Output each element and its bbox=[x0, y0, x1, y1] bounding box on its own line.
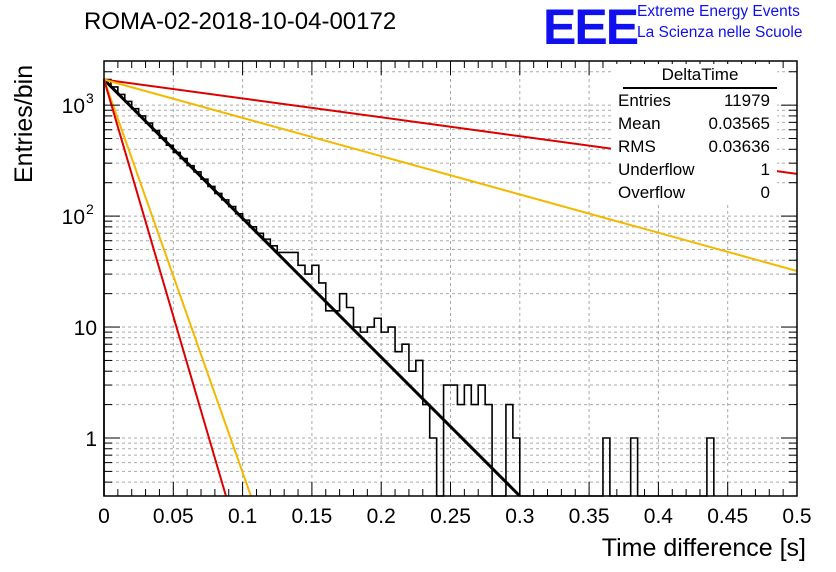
y-tick-label: 10 bbox=[62, 206, 85, 229]
stats-label: Mean bbox=[618, 114, 661, 133]
stats-value: 1 bbox=[760, 160, 770, 179]
y-tick-label: 10 bbox=[74, 317, 97, 340]
stats-label: Underflow bbox=[618, 160, 695, 179]
stats-row-overflow: Overflow 0 bbox=[611, 181, 777, 204]
series-red-lower bbox=[104, 79, 227, 496]
y-axis-label-box: Entries/bin bbox=[7, 65, 47, 188]
x-tick-labels: 0 0.05 0.1 0.15 0.2 0.25 0.3 0.35 0.4 0.45 0.5 bbox=[98, 505, 811, 528]
stats-value: 0.03565 bbox=[708, 114, 770, 133]
stats-row-mean: Mean 0.03565 bbox=[611, 112, 777, 135]
stats-row-rms: RMS 0.03636 bbox=[611, 135, 777, 158]
stats-title: DeltaTime bbox=[623, 64, 777, 89]
stats-value: 0.03636 bbox=[708, 137, 770, 156]
x-tick-label: 0.45 bbox=[707, 505, 748, 528]
series-orange-upper bbox=[104, 78, 797, 272]
run-title: ROMA-02-2018-10-04-00172 bbox=[84, 8, 397, 35]
y-tick-label: 1 bbox=[85, 428, 97, 451]
series-orange-lower bbox=[104, 79, 252, 496]
x-tick-label: 0.4 bbox=[644, 505, 674, 528]
stats-label: RMS bbox=[618, 137, 656, 156]
x-tick-label: 0.5 bbox=[782, 505, 811, 528]
stats-value: 11979 bbox=[723, 91, 770, 110]
y-tick-exponent: 3 bbox=[86, 90, 94, 106]
fit-lines bbox=[104, 78, 797, 496]
y-axis-label: Entries/bin bbox=[10, 64, 38, 183]
y-tick-label: 10 bbox=[62, 95, 85, 118]
series-fit bbox=[104, 78, 521, 496]
logo-line-1: Extreme Energy Events bbox=[637, 3, 800, 20]
x-tick-label: 0.35 bbox=[569, 505, 610, 528]
x-tick-label: 0.05 bbox=[153, 505, 194, 528]
x-tick-label: 0.2 bbox=[367, 505, 396, 528]
stats-value: 0 bbox=[760, 183, 770, 202]
x-tick-label: 0.3 bbox=[505, 505, 534, 528]
x-axis-label: Time difference [s] bbox=[601, 534, 806, 562]
stats-label: Overflow bbox=[618, 183, 686, 202]
x-tick-label: 0.1 bbox=[228, 505, 257, 528]
logo-line-2: La Scienza nelle Scuole bbox=[637, 24, 803, 41]
stats-box: DeltaTime Entries 11979 Mean 0.03565 RMS… bbox=[611, 64, 777, 204]
x-tick-label: 0 bbox=[98, 505, 110, 528]
stats-label: Entries bbox=[618, 91, 671, 110]
stats-row-underflow: Underflow 1 bbox=[611, 158, 777, 181]
y-tick-exponent: 2 bbox=[86, 201, 94, 217]
x-tick-label: 0.25 bbox=[430, 505, 471, 528]
x-tick-label: 0.15 bbox=[291, 505, 332, 528]
eee-logo-mark: EEE bbox=[543, 0, 639, 55]
stats-row-entries: Entries 11979 bbox=[611, 89, 777, 112]
